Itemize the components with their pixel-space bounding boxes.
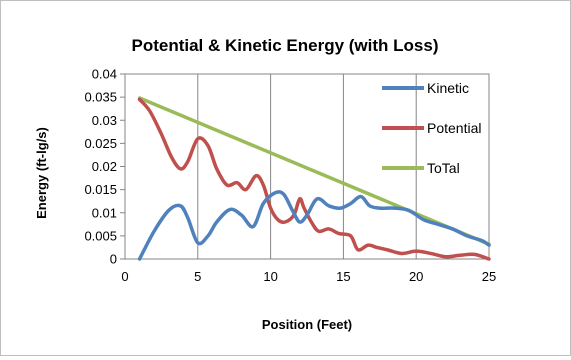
x-tick-label: 25 xyxy=(482,269,496,284)
y-tick-label: 0 xyxy=(110,252,117,267)
x-tick-label: 5 xyxy=(194,269,201,284)
legend-label-potential: Potential xyxy=(427,120,481,136)
y-axis-title: Energy (ft-lg/s) xyxy=(34,127,49,219)
x-axis-ticks: 0 5 10 15 20 25 xyxy=(121,269,496,284)
x-axis-title: Position (Feet) xyxy=(262,317,352,332)
legend-label-total: ToTal xyxy=(427,160,460,176)
y-axis-ticks: 0 0.005 0.01 0.015 0.02 0.025 0.03 0.035 0.04 xyxy=(84,67,117,267)
y-tick-label: 0.01 xyxy=(92,205,117,220)
legend: Kinetic Potential ToTal xyxy=(382,80,481,176)
x-tick-label: 0 xyxy=(121,269,128,284)
y-tick-label: 0.02 xyxy=(92,159,117,174)
legend-label-kinetic: Kinetic xyxy=(427,80,469,96)
y-tick-label: 0.015 xyxy=(84,182,117,197)
series-lines xyxy=(137,96,491,261)
y-tick-label: 0.025 xyxy=(84,136,117,151)
series-line-potential xyxy=(137,97,491,261)
x-tick-label: 15 xyxy=(336,269,350,284)
x-tick-label: 20 xyxy=(409,269,423,284)
plot-grid xyxy=(120,73,490,260)
y-tick-label: 0.03 xyxy=(92,113,117,128)
series-line-kinetic xyxy=(137,190,491,261)
y-tick-label: 0.005 xyxy=(84,228,117,243)
chart-title: Potential & Kinetic Energy (with Loss) xyxy=(132,36,439,55)
y-tick-label: 0.035 xyxy=(84,90,117,105)
x-tick-label: 10 xyxy=(263,269,277,284)
y-tick-label: 0.04 xyxy=(92,67,117,82)
line-chart: Potential & Kinetic Energy (with Loss) 0… xyxy=(34,36,496,332)
series-line-total xyxy=(137,96,491,246)
